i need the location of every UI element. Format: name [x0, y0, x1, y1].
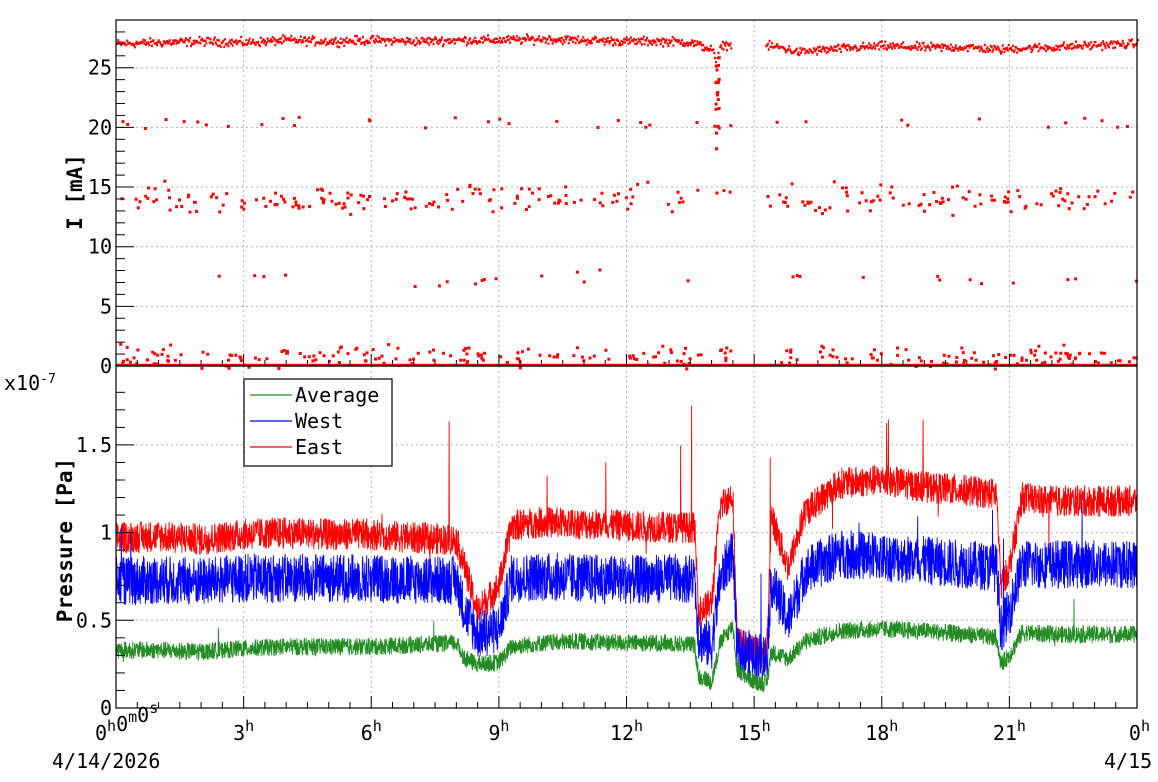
pressure-x-ticks	[115, 696, 1138, 708]
legend-label-east: East	[295, 435, 343, 459]
time-axis-start-date: 4/14/2026	[52, 749, 160, 773]
current-y-tick-label: 20	[88, 115, 112, 139]
time-axis-tick-label: 3h	[233, 717, 254, 745]
current-y-tick-label: 10	[88, 235, 112, 259]
pressure-series	[115, 405, 1138, 693]
time-axis-tick-label: 18h	[865, 717, 898, 745]
current-y-axis-title: I [mA]	[63, 154, 87, 230]
current-y-tick-label: 0	[100, 354, 112, 378]
current-main-beam-points	[116, 33, 1139, 68]
current-panel: 0 5 10 15 20 25 I [mA]	[63, 19, 1139, 378]
time-axis-end-date: 4/15	[1104, 749, 1152, 773]
pressure-y-tick-label: 1	[100, 521, 112, 545]
pressure-y-tick-label: 0.5	[76, 608, 112, 632]
pressure-y-tick-label: 0	[100, 696, 112, 720]
current-x-ticks	[115, 354, 1138, 366]
legend: Average West East	[243, 378, 393, 467]
current-y-tick-label: 5	[100, 294, 112, 318]
pressure-panel: 0 0.5 1 1.5 Pressure [Pa] x10-7 Average Wes…	[4, 365, 1138, 720]
time-axis-tick-label: 0h0m0s	[95, 699, 158, 745]
legend-label-average: Average	[295, 383, 379, 407]
time-axis-tick-label: 15h	[738, 717, 771, 745]
time-axis-labels: 0h0m0s 3h 6h 9h 12h 15h 18h 21h 0h	[95, 699, 1150, 745]
pressure-series-west	[115, 502, 1138, 681]
pressure-y-axis-title: Pressure [Pa]	[53, 458, 77, 622]
time-axis-tick-label: 9h	[488, 717, 509, 745]
current-grid	[115, 20, 1138, 367]
current-y-ticks: 0 5 10 15 20 25	[88, 31, 134, 378]
pressure-y-ticks: 0 0.5 1 1.5	[76, 391, 134, 720]
pressure-series-average	[115, 598, 1138, 693]
pressure-series-east	[115, 405, 1138, 671]
current-scatter-points	[119, 56, 1138, 371]
time-axis-tick-label: 12h	[610, 717, 643, 745]
time-axis-tick-label: 21h	[993, 717, 1026, 745]
current-y-tick-label: 15	[88, 175, 112, 199]
current-y-tick-label: 25	[88, 56, 112, 80]
legend-box	[243, 378, 393, 467]
pressure-y-exponent: x10-7	[4, 371, 56, 395]
current-data-points	[116, 33, 1139, 371]
time-axis-tick-label: 6h	[361, 717, 382, 745]
pressure-y-tick-label: 1.5	[76, 433, 112, 457]
time-axis-tick-label: 0h	[1129, 717, 1150, 745]
legend-label-west: West	[295, 409, 343, 433]
